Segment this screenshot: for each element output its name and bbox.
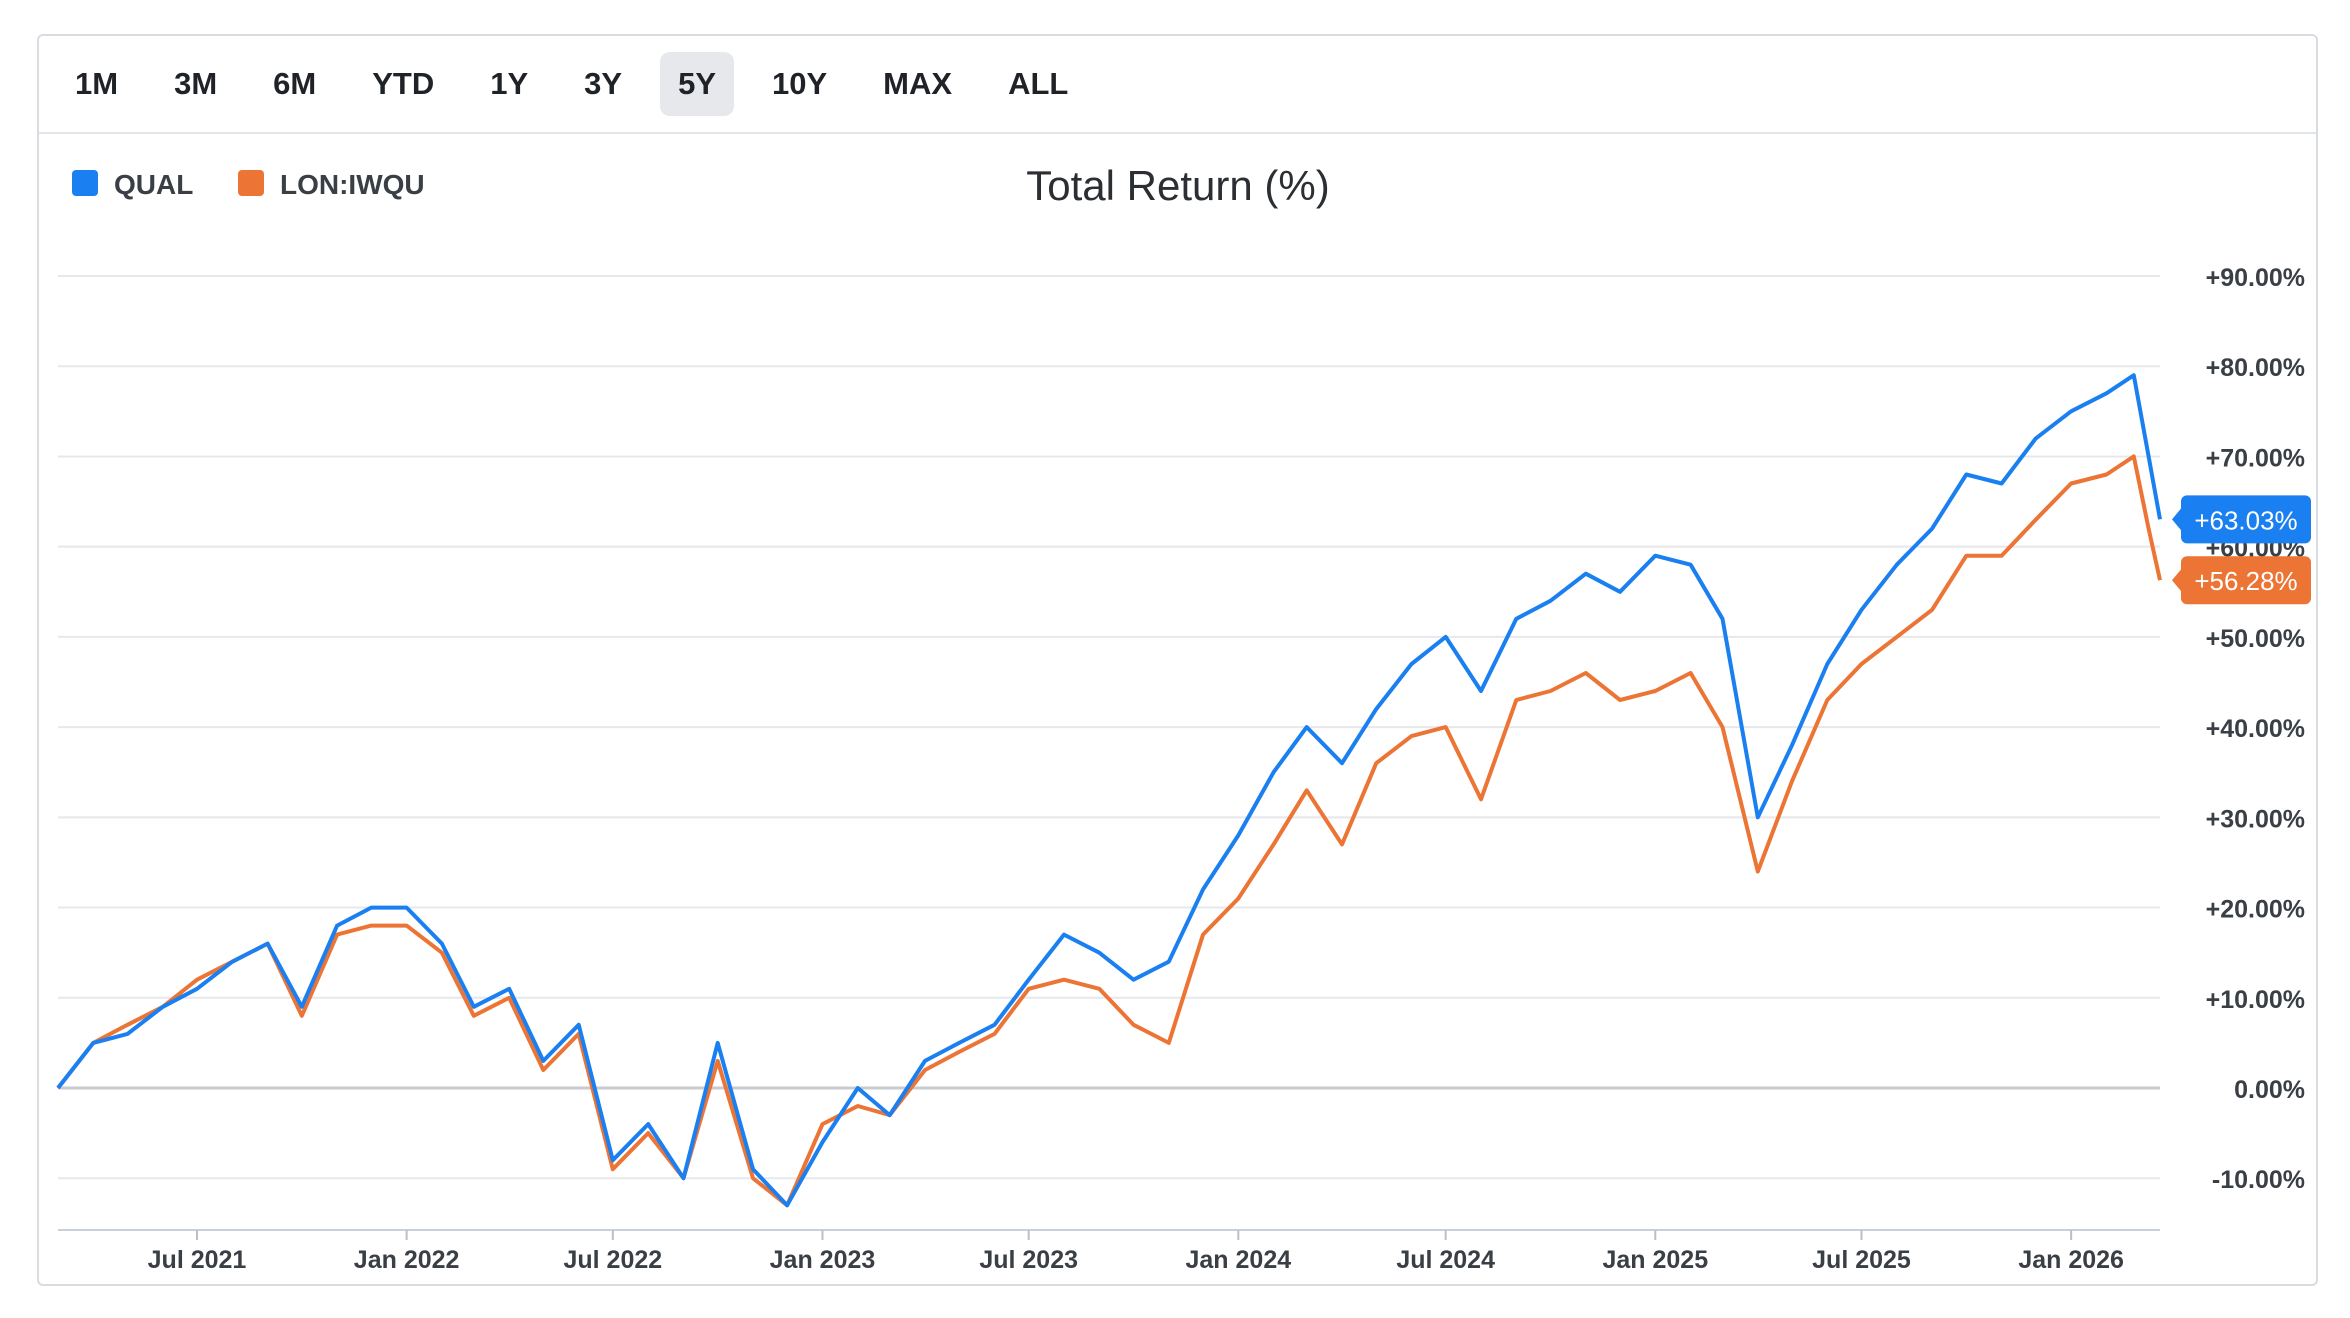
x-tick-label: Jan 2022	[354, 1246, 460, 1274]
badge-background	[2181, 556, 2311, 605]
y-tick-label: -10.00%	[2212, 1166, 2305, 1194]
badge-value: +63.03%	[2194, 505, 2297, 535]
legend-item-iwqu[interactable]: LON:IWQU	[238, 169, 425, 200]
x-tick-label: Jan 2024	[1185, 1246, 1291, 1274]
x-tick-label: Jul 2025	[1812, 1246, 1911, 1274]
badge-value: +56.28%	[2194, 566, 2297, 596]
time-range-selector: 1M 3M 6M YTD 1Y 3Y 5Y 10Y MAX ALL	[39, 36, 2316, 134]
series-layer	[56, 373, 2162, 1208]
chart-card: 1M 3M 6M YTD 1Y 3Y 5Y 10Y MAX ALL	[37, 34, 2318, 1286]
range-button-1y[interactable]: 1Y	[472, 52, 546, 116]
legend-swatch-qual	[72, 170, 98, 196]
range-button-all[interactable]: ALL	[990, 52, 1086, 116]
range-button-3y[interactable]: 3Y	[566, 52, 640, 116]
y-tick-label: +30.00%	[2206, 805, 2305, 833]
range-button-3m[interactable]: 3M	[156, 52, 235, 116]
gridlines	[58, 275, 2160, 1180]
legend-label-qual: QUAL	[114, 169, 193, 200]
chart-title: Total Return (%)	[1026, 162, 1329, 209]
y-tick-label: +20.00%	[2206, 896, 2305, 924]
legend: QUAL LON:IWQU	[72, 169, 425, 200]
x-tick-label: Jul 2023	[979, 1246, 1078, 1274]
y-tick-label: 0.00%	[2234, 1076, 2305, 1104]
y-tick-label: +90.00%	[2206, 264, 2305, 292]
y-tick-label: +10.00%	[2206, 986, 2305, 1014]
last-value-badge-qual: +63.03%	[2172, 495, 2311, 544]
badge-background	[2181, 495, 2311, 544]
last-value-badge-lon-iwqu: +56.28%	[2172, 556, 2311, 605]
x-tick-label: Jan 2026	[2018, 1246, 2124, 1274]
badge-pointer	[2172, 507, 2182, 532]
x-tick-label: Jan 2023	[770, 1246, 876, 1274]
series-line-qual[interactable]	[56, 373, 2162, 1208]
legend-label-iwqu: LON:IWQU	[280, 169, 425, 200]
badge-pointer	[2172, 568, 2182, 593]
range-button-10y[interactable]: 10Y	[754, 52, 845, 116]
x-tick-label: Jul 2022	[563, 1246, 662, 1274]
y-axis: -10.00% 0.00% +10.00% +20.00% +30.00% +40.00%…	[2206, 264, 2305, 1194]
y-tick-label: +80.00%	[2206, 354, 2305, 382]
legend-item-qual[interactable]: QUAL	[72, 169, 193, 200]
y-tick-label: +70.00%	[2206, 444, 2305, 472]
y-tick-label: +50.00%	[2206, 625, 2305, 653]
series-line-lon-iwqu[interactable]	[56, 454, 2162, 1208]
x-axis: Jul 2021 Jan 2022 Jul 2022 Jan 2023 Jul 2023…	[58, 1229, 2160, 1274]
x-tick-label: Jul 2024	[1396, 1246, 1495, 1274]
legend-swatch-iwqu	[238, 170, 264, 196]
x-tick-label: Jan 2025	[1602, 1246, 1708, 1274]
range-button-1m[interactable]: 1M	[57, 52, 136, 116]
x-tick-label: Jul 2021	[148, 1246, 247, 1274]
range-button-5y[interactable]: 5Y	[660, 52, 734, 116]
range-button-6m[interactable]: 6M	[255, 52, 334, 116]
range-button-max[interactable]: MAX	[865, 52, 970, 116]
last-value-labels: +63.03% +56.28%	[2172, 495, 2311, 605]
range-button-ytd[interactable]: YTD	[354, 52, 452, 116]
y-tick-label: +40.00%	[2206, 715, 2305, 743]
